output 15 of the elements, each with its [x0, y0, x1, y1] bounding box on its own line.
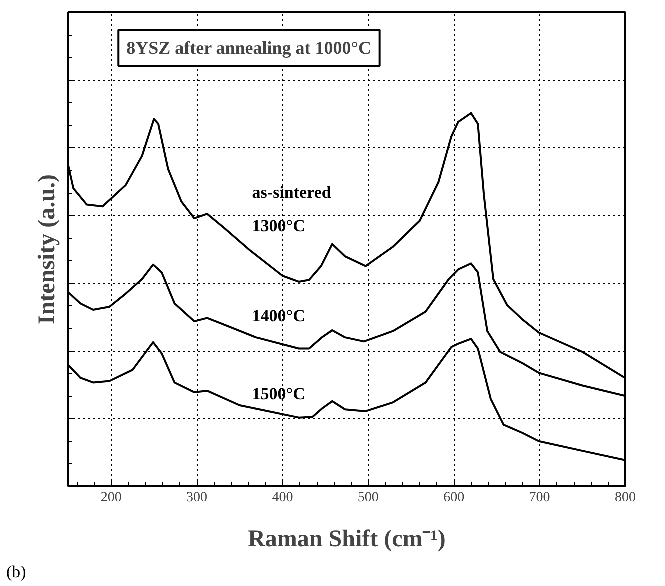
annotation: 1500°C	[252, 384, 306, 404]
x-tick-label: 400	[272, 490, 294, 506]
annotation: as-sintered	[252, 183, 332, 202]
x-tick-label: 300	[186, 490, 208, 506]
chart-title: 8YSZ after annealing at 1000°C	[126, 38, 372, 58]
x-tick-label: 500	[358, 490, 379, 506]
x-tick-label: 200	[100, 490, 122, 506]
x-tick-label: 700	[529, 490, 550, 506]
annotation: 1300°C	[252, 216, 306, 236]
x-tick-label: 600	[444, 490, 465, 506]
y-axis-title: Intensity (a.u.)	[34, 174, 60, 325]
x-axis-title: Raman Shift (cm⁻¹)	[248, 526, 446, 552]
text: (b)	[6, 562, 26, 582]
x-tick-label: 800	[615, 490, 636, 506]
annotation: 1400°C	[252, 306, 306, 326]
